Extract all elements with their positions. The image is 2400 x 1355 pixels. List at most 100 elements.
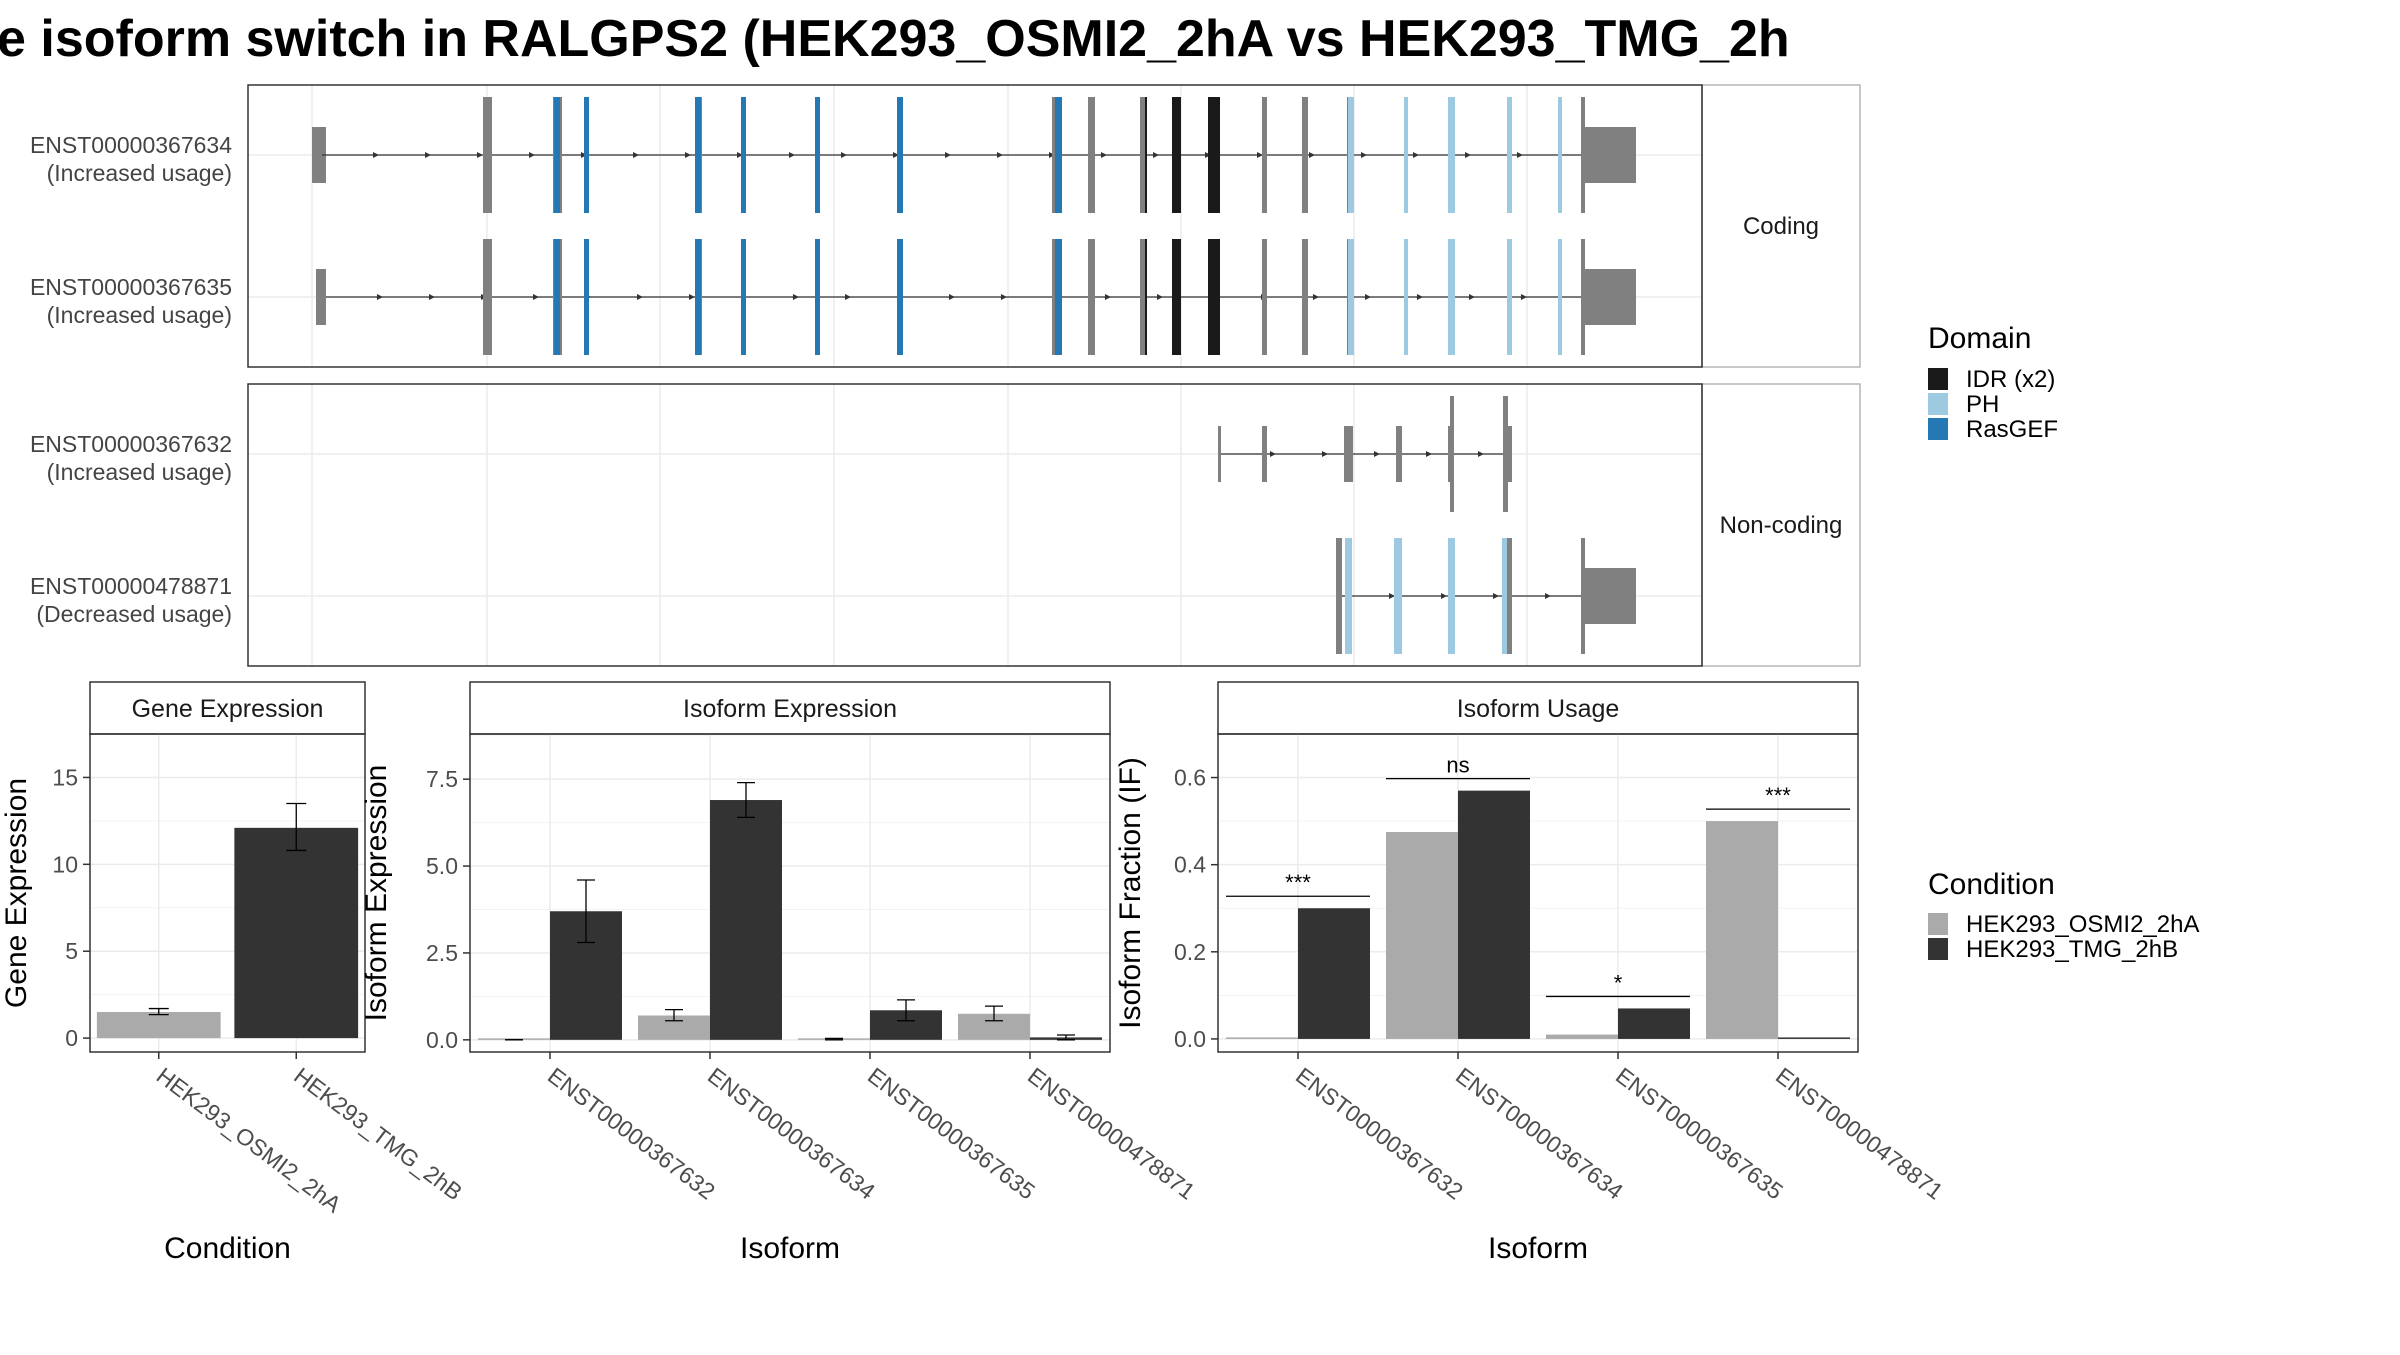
bar-HEK293_OSMI2_2hA-ENST00000367632 xyxy=(478,1038,550,1040)
x-tick-label: ENST00000478871 xyxy=(1023,1062,1200,1204)
condition-legend-key xyxy=(1928,913,1948,935)
coding-row-intron-arrow xyxy=(1153,152,1159,158)
y-tick-label: 0.0 xyxy=(426,1027,458,1053)
y-axis-title: Isoform Fraction (IF) xyxy=(1114,757,1147,1029)
coding-row-exon xyxy=(1404,239,1408,355)
noncoding-row2-intron-arrow xyxy=(1441,593,1447,599)
noncoding-row1-exon xyxy=(1344,426,1353,482)
coding-row-utr xyxy=(1583,127,1636,183)
chart-title: Gene Expression xyxy=(132,695,324,723)
facet-strip xyxy=(1701,383,1861,667)
coding-row-exon xyxy=(1448,239,1455,355)
coding-row-intron-arrow xyxy=(1257,152,1263,158)
coding-row-domain xyxy=(741,239,746,355)
bar-HEK293_TMG_2hB-ENST00000367634 xyxy=(710,800,782,1040)
chart-border xyxy=(1217,733,1859,1053)
chart-border xyxy=(89,733,366,1053)
coding-row-intron-arrow xyxy=(1105,294,1111,300)
noncoding-row1-exon xyxy=(1262,426,1267,482)
noncoding-row2-utr xyxy=(1583,568,1636,624)
noncoding-row1-intron-arrow xyxy=(1374,451,1380,457)
coding-row-domain xyxy=(1145,97,1147,213)
x-tick-label: ENST00000478871 xyxy=(1771,1062,1948,1204)
coding-row-intron-arrow xyxy=(845,294,851,300)
coding-row-domain xyxy=(695,239,701,355)
condition-legend-key xyxy=(1928,938,1948,960)
noncoding-row1-intron-arrow xyxy=(1270,451,1276,457)
y-tick-label: 15 xyxy=(52,764,78,790)
coding-row-intron-arrow xyxy=(1417,294,1423,300)
coding-row-intron-arrow xyxy=(685,152,691,158)
noncoding-row2-exon xyxy=(1448,538,1455,654)
chart-title: Isoform Usage xyxy=(1457,695,1620,723)
domain-legend-label: PH xyxy=(1966,391,1999,418)
chart-1: Isoform Expression 0.0 2.5 5.0 7.5 ENST000003… xyxy=(360,681,1200,1265)
isoform-label-id: ENST00000367632 xyxy=(30,431,232,457)
significance-label: * xyxy=(1614,970,1623,995)
domain-legend-label: IDR (x2) xyxy=(1966,366,2055,393)
coding-row-intron-arrow xyxy=(789,152,795,158)
coding-row-exon xyxy=(1558,97,1562,213)
coding-row-exon xyxy=(815,97,820,213)
x-tick-label: ENST00000367635 xyxy=(1611,1062,1788,1204)
coding-row-exon xyxy=(483,97,492,213)
coding-row-domain xyxy=(1507,239,1510,355)
x-tick-label: ENST00000367635 xyxy=(863,1062,1040,1204)
chart-title-strip xyxy=(1217,681,1859,735)
noncoding-row1-exon xyxy=(1396,426,1402,482)
tall-exon xyxy=(1503,396,1508,512)
domain-legend-title: Domain xyxy=(1928,322,2031,355)
coding-row-exon xyxy=(1448,97,1455,213)
y-tick-label: 0.2 xyxy=(1174,939,1206,965)
coding-row-exon xyxy=(1558,239,1562,355)
coding-row-exon xyxy=(1140,97,1147,213)
coding-row-intron-arrow xyxy=(793,294,799,300)
noncoding-row2-intron-arrow xyxy=(1545,593,1551,599)
coding-row-domain xyxy=(1348,239,1354,355)
coding-row-domain xyxy=(584,239,589,355)
coding-row-domain xyxy=(1172,97,1181,213)
chart-0: Gene Expression051015HEK293_OSMI2_2hAHEK… xyxy=(0,681,467,1265)
bar-HEK293_OSMI2_2hA-ENST00000367635 xyxy=(1546,1034,1618,1039)
coding-row-intron-arrow xyxy=(1001,294,1007,300)
coding-row-intron-arrow xyxy=(1413,152,1419,158)
coding-row-domain xyxy=(695,97,701,213)
x-tick-label: ENST00000367632 xyxy=(1291,1062,1468,1204)
coding-row-domain xyxy=(1507,97,1510,213)
coding-row-domain xyxy=(898,97,903,213)
coding-row-domain xyxy=(1172,239,1181,355)
x-tick-label: ENST00000367634 xyxy=(1451,1062,1628,1204)
y-tick-label: 0.6 xyxy=(1174,765,1206,791)
coding-row-domain xyxy=(1209,97,1220,213)
coding-row-exon xyxy=(1404,97,1408,213)
bar-HEK293_OSMI2_2hA xyxy=(96,1012,221,1039)
y-tick-label: 10 xyxy=(52,851,78,877)
noncoding-row1-intron-arrow xyxy=(1478,451,1484,457)
bar-HEK293_TMG_2hB-ENST00000367634 xyxy=(1458,790,1530,1039)
facet-label: Coding xyxy=(1743,213,1819,240)
noncoding-row2-exon xyxy=(1507,538,1512,654)
x-tick-label: ENST00000367634 xyxy=(703,1062,880,1204)
coding-row-intron-arrow xyxy=(533,294,539,300)
significance-label: *** xyxy=(1285,870,1311,895)
coding-row-exon xyxy=(1302,97,1308,213)
bar-HEK293_OSMI2_2hA-ENST00000367634 xyxy=(1386,832,1458,1039)
panel-background xyxy=(248,85,1702,367)
panel-border xyxy=(247,84,1703,368)
coding-row-intron-arrow xyxy=(841,152,847,158)
isoform-label-usage: (Increased usage) xyxy=(47,160,232,186)
figure-title: e isoform switch in RALGPS2 (HEK293_OSMI… xyxy=(0,10,1790,68)
coding-row-domain xyxy=(898,239,903,355)
coding-row-exon xyxy=(815,239,820,355)
isoform-label-id: ENST00000367634 xyxy=(30,132,232,158)
isoform-label-usage: (Increased usage) xyxy=(47,302,232,328)
y-tick-label: 0 xyxy=(65,1025,78,1051)
facet-strip xyxy=(1701,84,1861,368)
coding-row-intron-arrow xyxy=(637,294,643,300)
condition-legend-title: Condition xyxy=(1928,868,2055,901)
coding-row-utr xyxy=(1583,269,1636,325)
chart-border xyxy=(469,733,1111,1053)
bar-HEK293_TMG_2hB xyxy=(234,827,359,1039)
